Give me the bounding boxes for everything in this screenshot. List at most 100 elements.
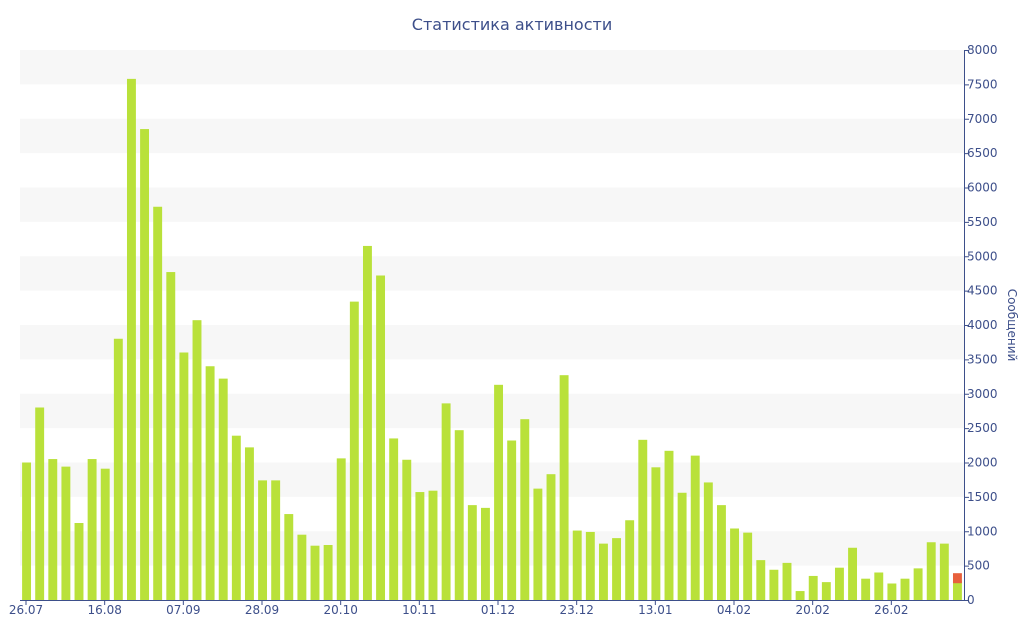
bar[interactable]: [703, 482, 713, 600]
grid-band: [20, 393, 964, 429]
bar[interactable]: [376, 275, 386, 601]
bar[interactable]: [480, 507, 490, 600]
y-tick-label: 5000: [967, 249, 998, 263]
bar[interactable]: [572, 530, 582, 600]
bar[interactable]: [192, 320, 202, 600]
x-tick-label: 04.02: [717, 603, 751, 617]
bar[interactable]: [428, 490, 438, 600]
bar[interactable]: [494, 384, 504, 600]
bar[interactable]: [389, 438, 399, 600]
bar[interactable]: [808, 575, 818, 600]
y-tick-label: 8000: [967, 43, 998, 57]
bar[interactable]: [113, 338, 123, 600]
y-tick-label: 4500: [967, 284, 998, 298]
bar[interactable]: [690, 455, 700, 600]
bar[interactable]: [821, 582, 831, 600]
bar[interactable]: [952, 580, 962, 600]
bar[interactable]: [74, 523, 84, 600]
bar[interactable]: [323, 545, 333, 600]
y-tick-label: 4000: [967, 318, 998, 332]
bar[interactable]: [900, 578, 910, 600]
bar[interactable]: [153, 206, 163, 600]
bar[interactable]: [887, 583, 897, 601]
bar[interactable]: [166, 272, 176, 600]
bar[interactable]: [795, 591, 805, 600]
bar[interactable]: [218, 378, 228, 600]
bar[interactable]: [22, 462, 32, 601]
bar[interactable]: [179, 352, 189, 601]
grid-band: [20, 118, 964, 154]
bar[interactable]: [244, 447, 254, 600]
bar[interactable]: [87, 459, 97, 600]
bar[interactable]: [100, 468, 110, 600]
y-tick-label: 2000: [967, 456, 998, 470]
x-tick-label: 13.01: [638, 603, 672, 617]
bar[interactable]: [926, 542, 936, 600]
bar[interactable]: [861, 578, 871, 600]
bar[interactable]: [140, 129, 150, 600]
bar[interactable]: [441, 403, 451, 600]
grid-band: [20, 50, 964, 85]
bar[interactable]: [638, 439, 648, 600]
bar[interactable]: [730, 528, 740, 601]
bar[interactable]: [126, 78, 136, 600]
x-tick-label: 26.02: [874, 603, 908, 617]
bar[interactable]: [913, 568, 923, 600]
bar[interactable]: [402, 459, 412, 600]
bar[interactable]: [297, 534, 307, 600]
bar[interactable]: [834, 567, 844, 600]
x-tick-label: 01.12: [481, 603, 515, 617]
bar[interactable]: [61, 466, 71, 600]
bar[interactable]: [743, 532, 753, 600]
y-ticks: 0 500 1000 1500 2000 2500 3000 3500 4000 4500 5000…: [964, 43, 998, 607]
bar[interactable]: [205, 366, 215, 600]
bar[interactable]: [769, 569, 779, 600]
bar[interactable]: [271, 480, 281, 600]
bar[interactable]: [585, 531, 595, 600]
y-tick-label: 500: [967, 559, 990, 573]
bar[interactable]: [454, 430, 464, 600]
bar[interactable]: [782, 562, 792, 600]
bar[interactable]: [258, 480, 268, 600]
y-tick-label: 6000: [967, 181, 998, 195]
x-tick-label: 23.12: [559, 603, 593, 617]
bar[interactable]: [507, 440, 517, 601]
bar[interactable]: [415, 492, 425, 600]
bar[interactable]: [284, 514, 294, 600]
bar[interactable]: [677, 492, 687, 600]
bar[interactable]: [598, 543, 608, 600]
bar[interactable]: [664, 450, 674, 600]
highlight-bar-segment[interactable]: [952, 573, 962, 584]
bar[interactable]: [467, 505, 477, 600]
bar[interactable]: [716, 505, 726, 600]
bar[interactable]: [939, 543, 949, 600]
bar[interactable]: [559, 375, 569, 600]
bar[interactable]: [48, 459, 58, 600]
bar[interactable]: [336, 458, 346, 600]
grid-bands: [20, 50, 964, 566]
bar[interactable]: [756, 560, 766, 600]
y-tick-label: 1000: [967, 524, 998, 538]
x-tick-label: 16.08: [87, 603, 121, 617]
y-tick-label: 3500: [967, 352, 998, 366]
bar[interactable]: [349, 301, 359, 600]
bar[interactable]: [35, 407, 45, 601]
x-tick-label: 26.07: [9, 603, 43, 617]
bar[interactable]: [848, 547, 858, 600]
bar[interactable]: [362, 245, 372, 600]
bar[interactable]: [231, 435, 241, 600]
y-tick-label: 1500: [967, 490, 998, 504]
bar[interactable]: [874, 572, 884, 601]
grid-band: [20, 531, 964, 566]
x-ticks: 26.07 16.08 07.09 28.09 20.10 10.11 01.12 23.12…: [9, 600, 909, 617]
bar[interactable]: [520, 419, 530, 600]
bar[interactable]: [310, 545, 320, 600]
y-tick-label: 2500: [967, 421, 998, 435]
bar[interactable]: [625, 520, 635, 600]
bar[interactable]: [612, 538, 622, 600]
y-tick-label: 7000: [967, 112, 998, 126]
bar[interactable]: [533, 488, 543, 600]
bar[interactable]: [651, 467, 661, 600]
bar[interactable]: [546, 474, 556, 600]
